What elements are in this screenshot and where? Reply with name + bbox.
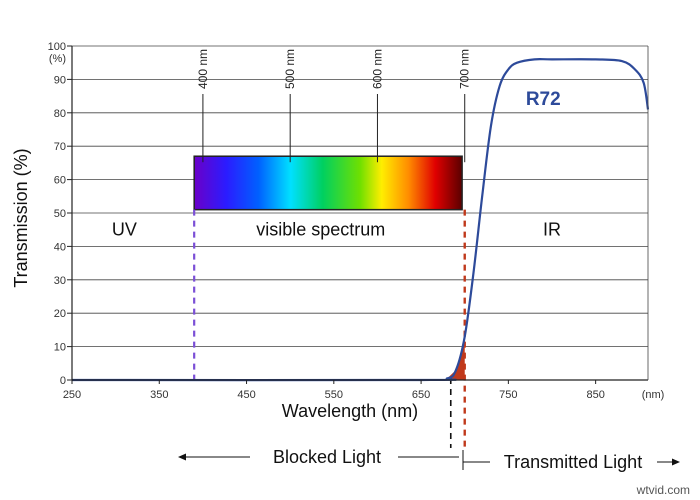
region-label-visible: visible spectrum: [256, 220, 385, 240]
blocked-light-label: Blocked Light: [273, 447, 381, 467]
wavelength-marker-label: 500 nm: [283, 49, 297, 89]
y-axis-title: Transmission (%): [11, 148, 31, 287]
y-tick-label: 30: [54, 275, 66, 287]
region-label-ir: IR: [543, 220, 561, 240]
tick-labels: 0 10 20 30 40 50 60 70 80 90 100(%) 250 350 450 550 650…: [48, 41, 665, 401]
transmitted-light-arrow: [462, 450, 680, 470]
transmission-fill: [447, 336, 465, 380]
x-tick-label: 450: [237, 389, 255, 401]
wavelength-marker-label: 700 nm: [458, 49, 472, 89]
series-label-r72: R72: [526, 89, 561, 110]
x-axis-title: Wavelength (nm): [282, 401, 418, 421]
watermark: wtvid.com: [636, 483, 690, 497]
x-tick-label: 650: [412, 389, 430, 401]
y-tick-label: 20: [54, 308, 66, 320]
dashed-markers: [193, 209, 466, 448]
series-line-r72: [71, 58, 650, 382]
visible-spectrum-bar: [193, 155, 463, 211]
x-tick-label: 850: [586, 389, 604, 401]
blocked-light-arrow: [178, 453, 459, 461]
y-tick-label: 0: [60, 375, 66, 387]
y-tick-label: 40: [54, 241, 66, 253]
y-tick-label: 60: [54, 175, 66, 187]
y-tick-label: 100: [48, 41, 66, 53]
grid-lines: [72, 45, 648, 381]
x-tick-label: 250: [63, 389, 81, 401]
wavelength-marker-label: 600 nm: [370, 49, 384, 89]
y-tick-label: 50: [54, 208, 66, 220]
y-tick-label: 80: [54, 108, 66, 120]
y-tick-label: 90: [54, 74, 66, 86]
x-unit-label: (nm): [642, 389, 665, 401]
y-tick-label: 10: [54, 342, 66, 354]
region-label-uv: UV: [112, 220, 137, 240]
x-tick-label: 350: [150, 389, 168, 401]
x-tick-label: 750: [499, 389, 517, 401]
y-tick-label: 70: [54, 141, 66, 153]
transmitted-light-label: Transmitted Light: [504, 452, 642, 472]
axes: [67, 45, 649, 384]
x-tick-label: 550: [325, 389, 343, 401]
y-unit-label: (%): [49, 53, 66, 65]
series-layer: [71, 58, 650, 382]
spectrum-bar-group: 400 nm 500 nm 600 nm 700 nm: [193, 49, 472, 211]
wavelength-marker-label: 400 nm: [196, 49, 210, 89]
transmitted-visible-fill: [447, 336, 465, 380]
